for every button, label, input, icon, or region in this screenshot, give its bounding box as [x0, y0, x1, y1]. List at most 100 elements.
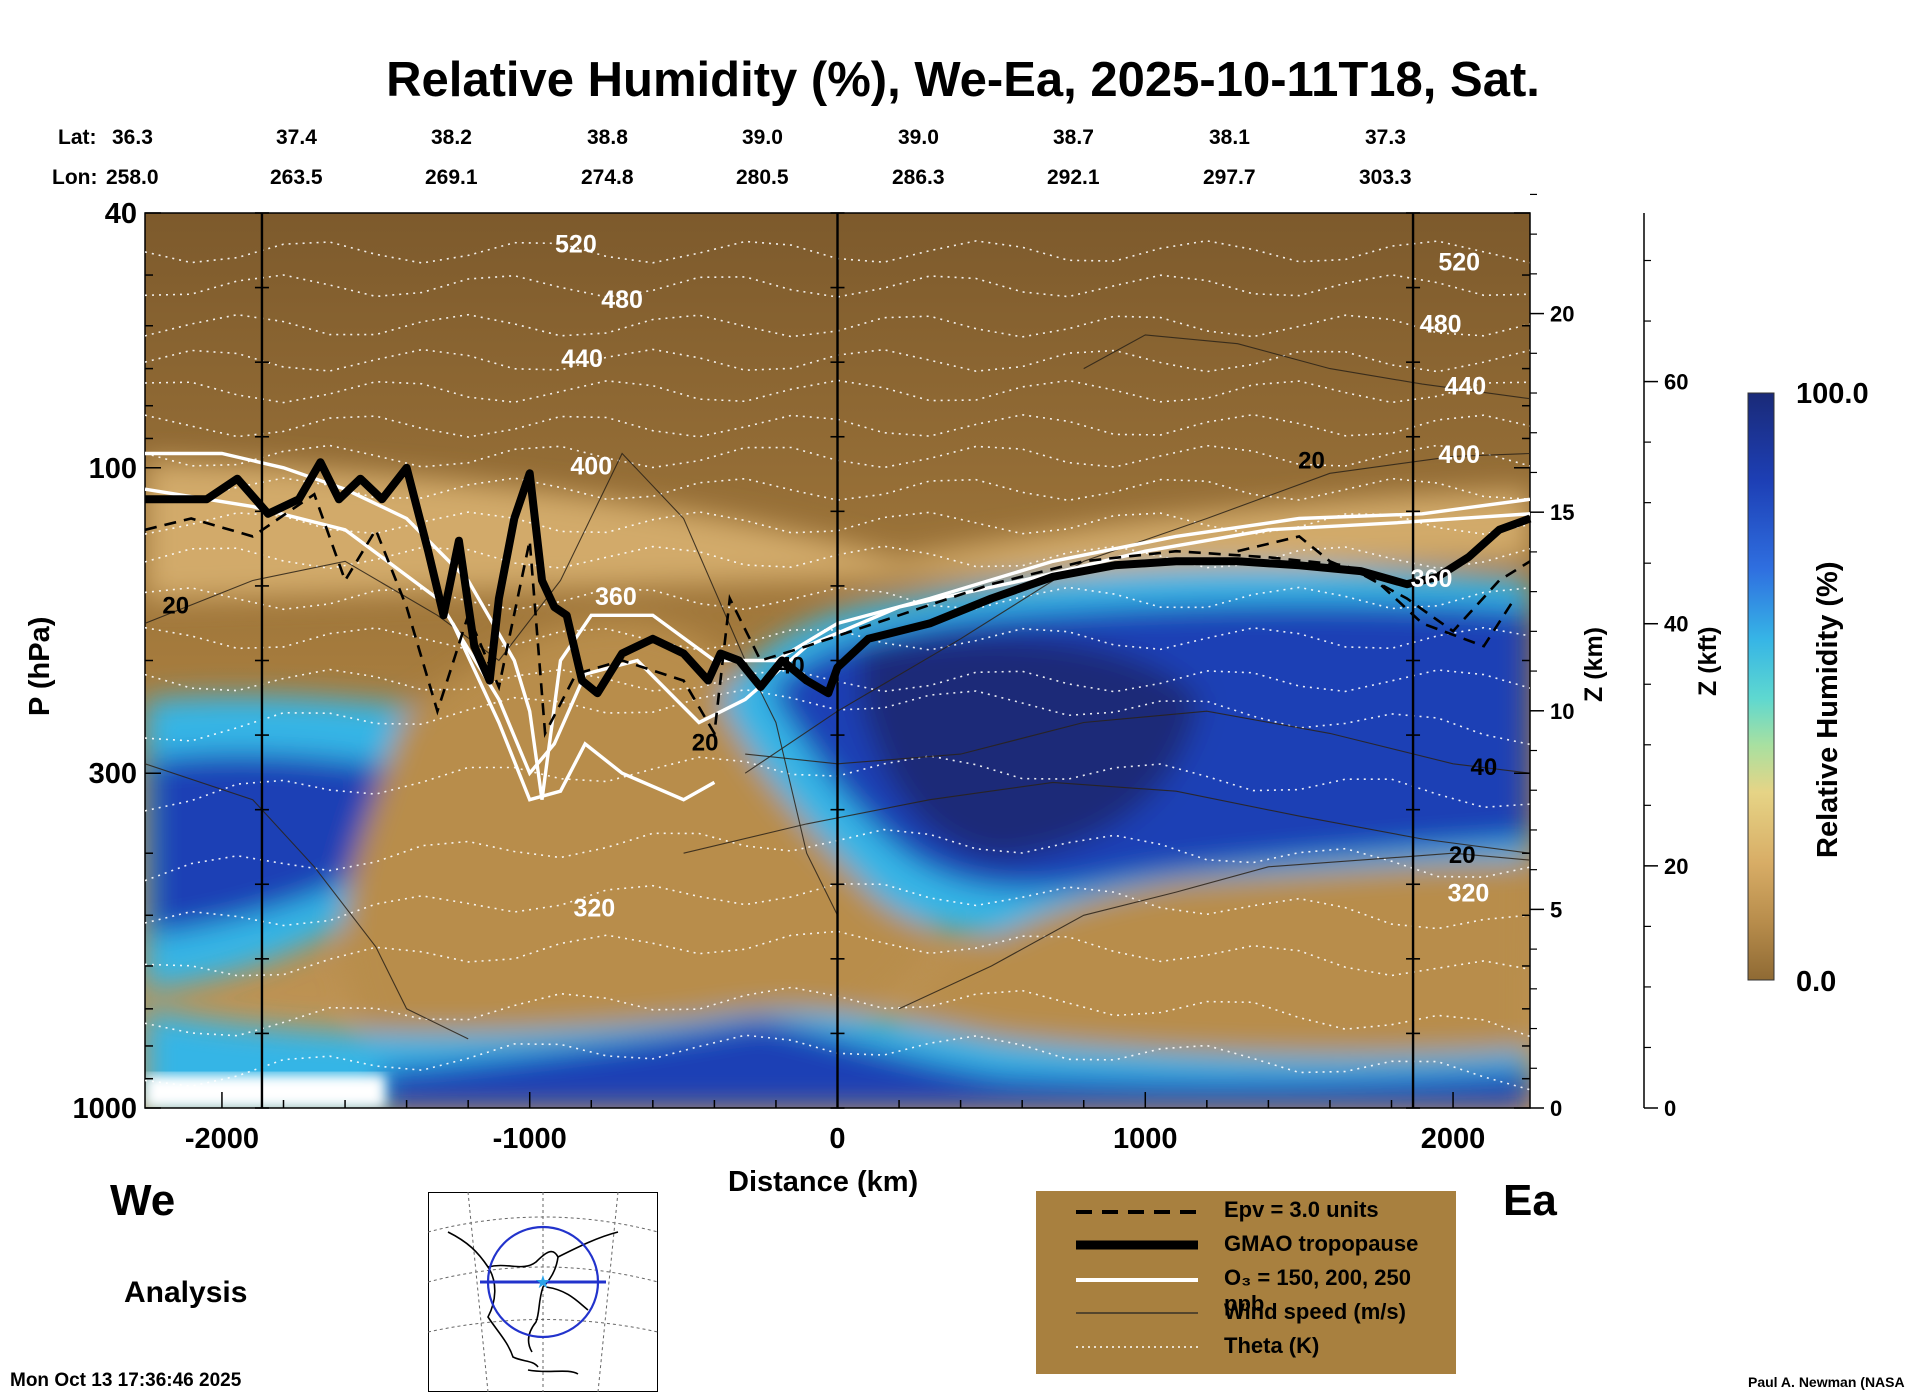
legend-tropopause-swatch — [1076, 1240, 1198, 1250]
rh-bl-blue — [380, 1020, 1530, 1108]
wind-label: 40 — [778, 653, 805, 680]
tropopause-line — [145, 458, 1532, 698]
x-tick-label: 0 — [829, 1123, 845, 1155]
legend-ozone-label: O₃ = 150, 200, 250 ppb — [1224, 1265, 1411, 1316]
ozone-clip — [145, 451, 1530, 802]
legend-item-ozone: O₃ = 150, 200, 250 ppb — [1036, 1261, 1456, 1316]
east-label: Ea — [1503, 1176, 1557, 1225]
theta-label: 440 — [1445, 372, 1487, 400]
lat-value: 38.8 — [587, 126, 628, 149]
legend: Epv = 3.0 units GMAO tropopause O₃ = 150… — [1036, 1191, 1456, 1374]
x-tick-label: -1000 — [493, 1123, 567, 1155]
colorbar — [1747, 392, 1775, 981]
wind-label: 20 — [1298, 447, 1325, 474]
wind-contour — [898, 852, 1530, 1010]
theta-label: 320 — [573, 894, 615, 922]
theta-label: 320 — [1448, 880, 1490, 908]
colorbar-title: Relative Humidity (%) — [1812, 561, 1844, 859]
epv-contour — [1237, 534, 1516, 648]
z-kft-axis-title: Z (kft) — [1694, 626, 1722, 696]
z-kft-label: 40 — [1664, 612, 1688, 637]
z-kft-label: 60 — [1664, 370, 1688, 395]
analysis-label: Analysis — [124, 1276, 248, 1309]
legend-tropopause-label: GMAO tropopause — [1224, 1231, 1419, 1256]
tropopause-path — [145, 458, 1532, 698]
epv-contour — [145, 492, 1530, 739]
lon-value: 297.7 — [1203, 166, 1256, 189]
theta-line — [145, 379, 1530, 404]
lon-value: 286.3 — [892, 166, 945, 189]
wind-label: 20 — [692, 729, 719, 756]
z-kft-label: 20 — [1664, 854, 1688, 879]
axes: -2000 -1000 0 1000 2000 40 100 300 1000 0 5 10 15 20 0… — [72, 193, 1688, 1155]
legend-item-wind: Wind speed (m/s) — [1036, 1295, 1456, 1329]
chart-title: Relative Humidity (%), We-Ea, 2025-10-11… — [386, 53, 1540, 107]
z-km-label: 20 — [1550, 302, 1574, 327]
legend-ozone-swatch — [1076, 1278, 1198, 1282]
x-axis-title: Distance (km) — [728, 1166, 919, 1198]
legend-theta-label: Theta (K) — [1224, 1333, 1320, 1358]
map-coastline — [447, 1231, 619, 1375]
lon-value: 258.0 — [106, 166, 159, 189]
legend-epv-swatch — [1076, 1210, 1198, 1214]
lat-value: 38.1 — [1209, 126, 1250, 149]
lat-value: 37.3 — [1365, 126, 1406, 149]
wind-contour — [744, 452, 1530, 774]
lat-value: 37.4 — [276, 126, 317, 149]
y-tick-label: 40 — [105, 198, 137, 230]
lon-label: Lon: — [52, 166, 98, 189]
z-km-label: 10 — [1550, 699, 1574, 724]
lat-value: 38.2 — [431, 126, 472, 149]
contour-labels: 5204804404003603205204804404003603202040… — [162, 230, 1497, 922]
lat-label: Lat: — [58, 126, 97, 149]
theta-label: 520 — [555, 230, 597, 258]
wind-contour — [683, 781, 1530, 854]
legend-wind-swatch — [1076, 1312, 1198, 1314]
legend-wind-label: Wind speed (m/s) — [1224, 1299, 1406, 1324]
wind-contour — [145, 763, 469, 1040]
ozone-contour — [145, 487, 1530, 777]
z-km-label: 0 — [1550, 1096, 1562, 1121]
lat-value: 39.0 — [742, 126, 783, 149]
west-label: We — [110, 1176, 176, 1225]
theta-line — [145, 273, 1530, 298]
theta-label: 360 — [595, 583, 637, 611]
legend-epv-label: Epv = 3.0 units — [1224, 1197, 1379, 1222]
x-tick-label: 1000 — [1113, 1123, 1178, 1155]
lon-value: 269.1 — [425, 166, 478, 189]
wind-label: 40 — [1470, 754, 1497, 781]
lat-value: 38.7 — [1053, 126, 1094, 149]
wind-clip — [145, 334, 1530, 1040]
x-tick-label: 2000 — [1421, 1123, 1486, 1155]
theta-line — [145, 626, 1530, 651]
lon-value: 280.5 — [736, 166, 789, 189]
ozone-contours — [145, 451, 1530, 802]
z-km-label: 5 — [1550, 897, 1562, 922]
z-km-label: 15 — [1550, 500, 1574, 525]
x-tick-label: -2000 — [185, 1123, 259, 1155]
y-tick-label: 1000 — [72, 1093, 137, 1125]
vertical-markers — [254, 212, 1421, 1109]
lat-value: 36.3 — [112, 126, 153, 149]
lon-value: 303.3 — [1359, 166, 1412, 189]
legend-theta-swatch — [1076, 1346, 1198, 1348]
lon-value: 274.8 — [581, 166, 634, 189]
map-graticule — [428, 1192, 658, 1392]
z-km-axis-title: Z (km) — [1580, 627, 1608, 702]
theta-line — [145, 586, 1530, 611]
timestamp: Mon Oct 13 17:36:46 2025 — [10, 1370, 242, 1391]
wind-label: 20 — [1449, 842, 1476, 869]
legend-item-tropopause: GMAO tropopause — [1036, 1227, 1456, 1261]
lon-value: 292.1 — [1047, 166, 1100, 189]
epv-clip — [145, 492, 1530, 739]
theta-label: 480 — [1420, 310, 1462, 338]
theta-label: 520 — [1438, 248, 1480, 276]
theta-label: 360 — [1411, 565, 1453, 593]
lon-value: 263.5 — [270, 166, 323, 189]
wind-label: 20 — [162, 592, 189, 619]
credit: Paul A. Newman (NASA — [1748, 1374, 1905, 1390]
legend-item-theta: Theta (K) — [1036, 1329, 1456, 1363]
wind-contour — [1083, 334, 1530, 400]
ozone-contour — [451, 622, 716, 802]
theta-label: 480 — [601, 286, 643, 314]
